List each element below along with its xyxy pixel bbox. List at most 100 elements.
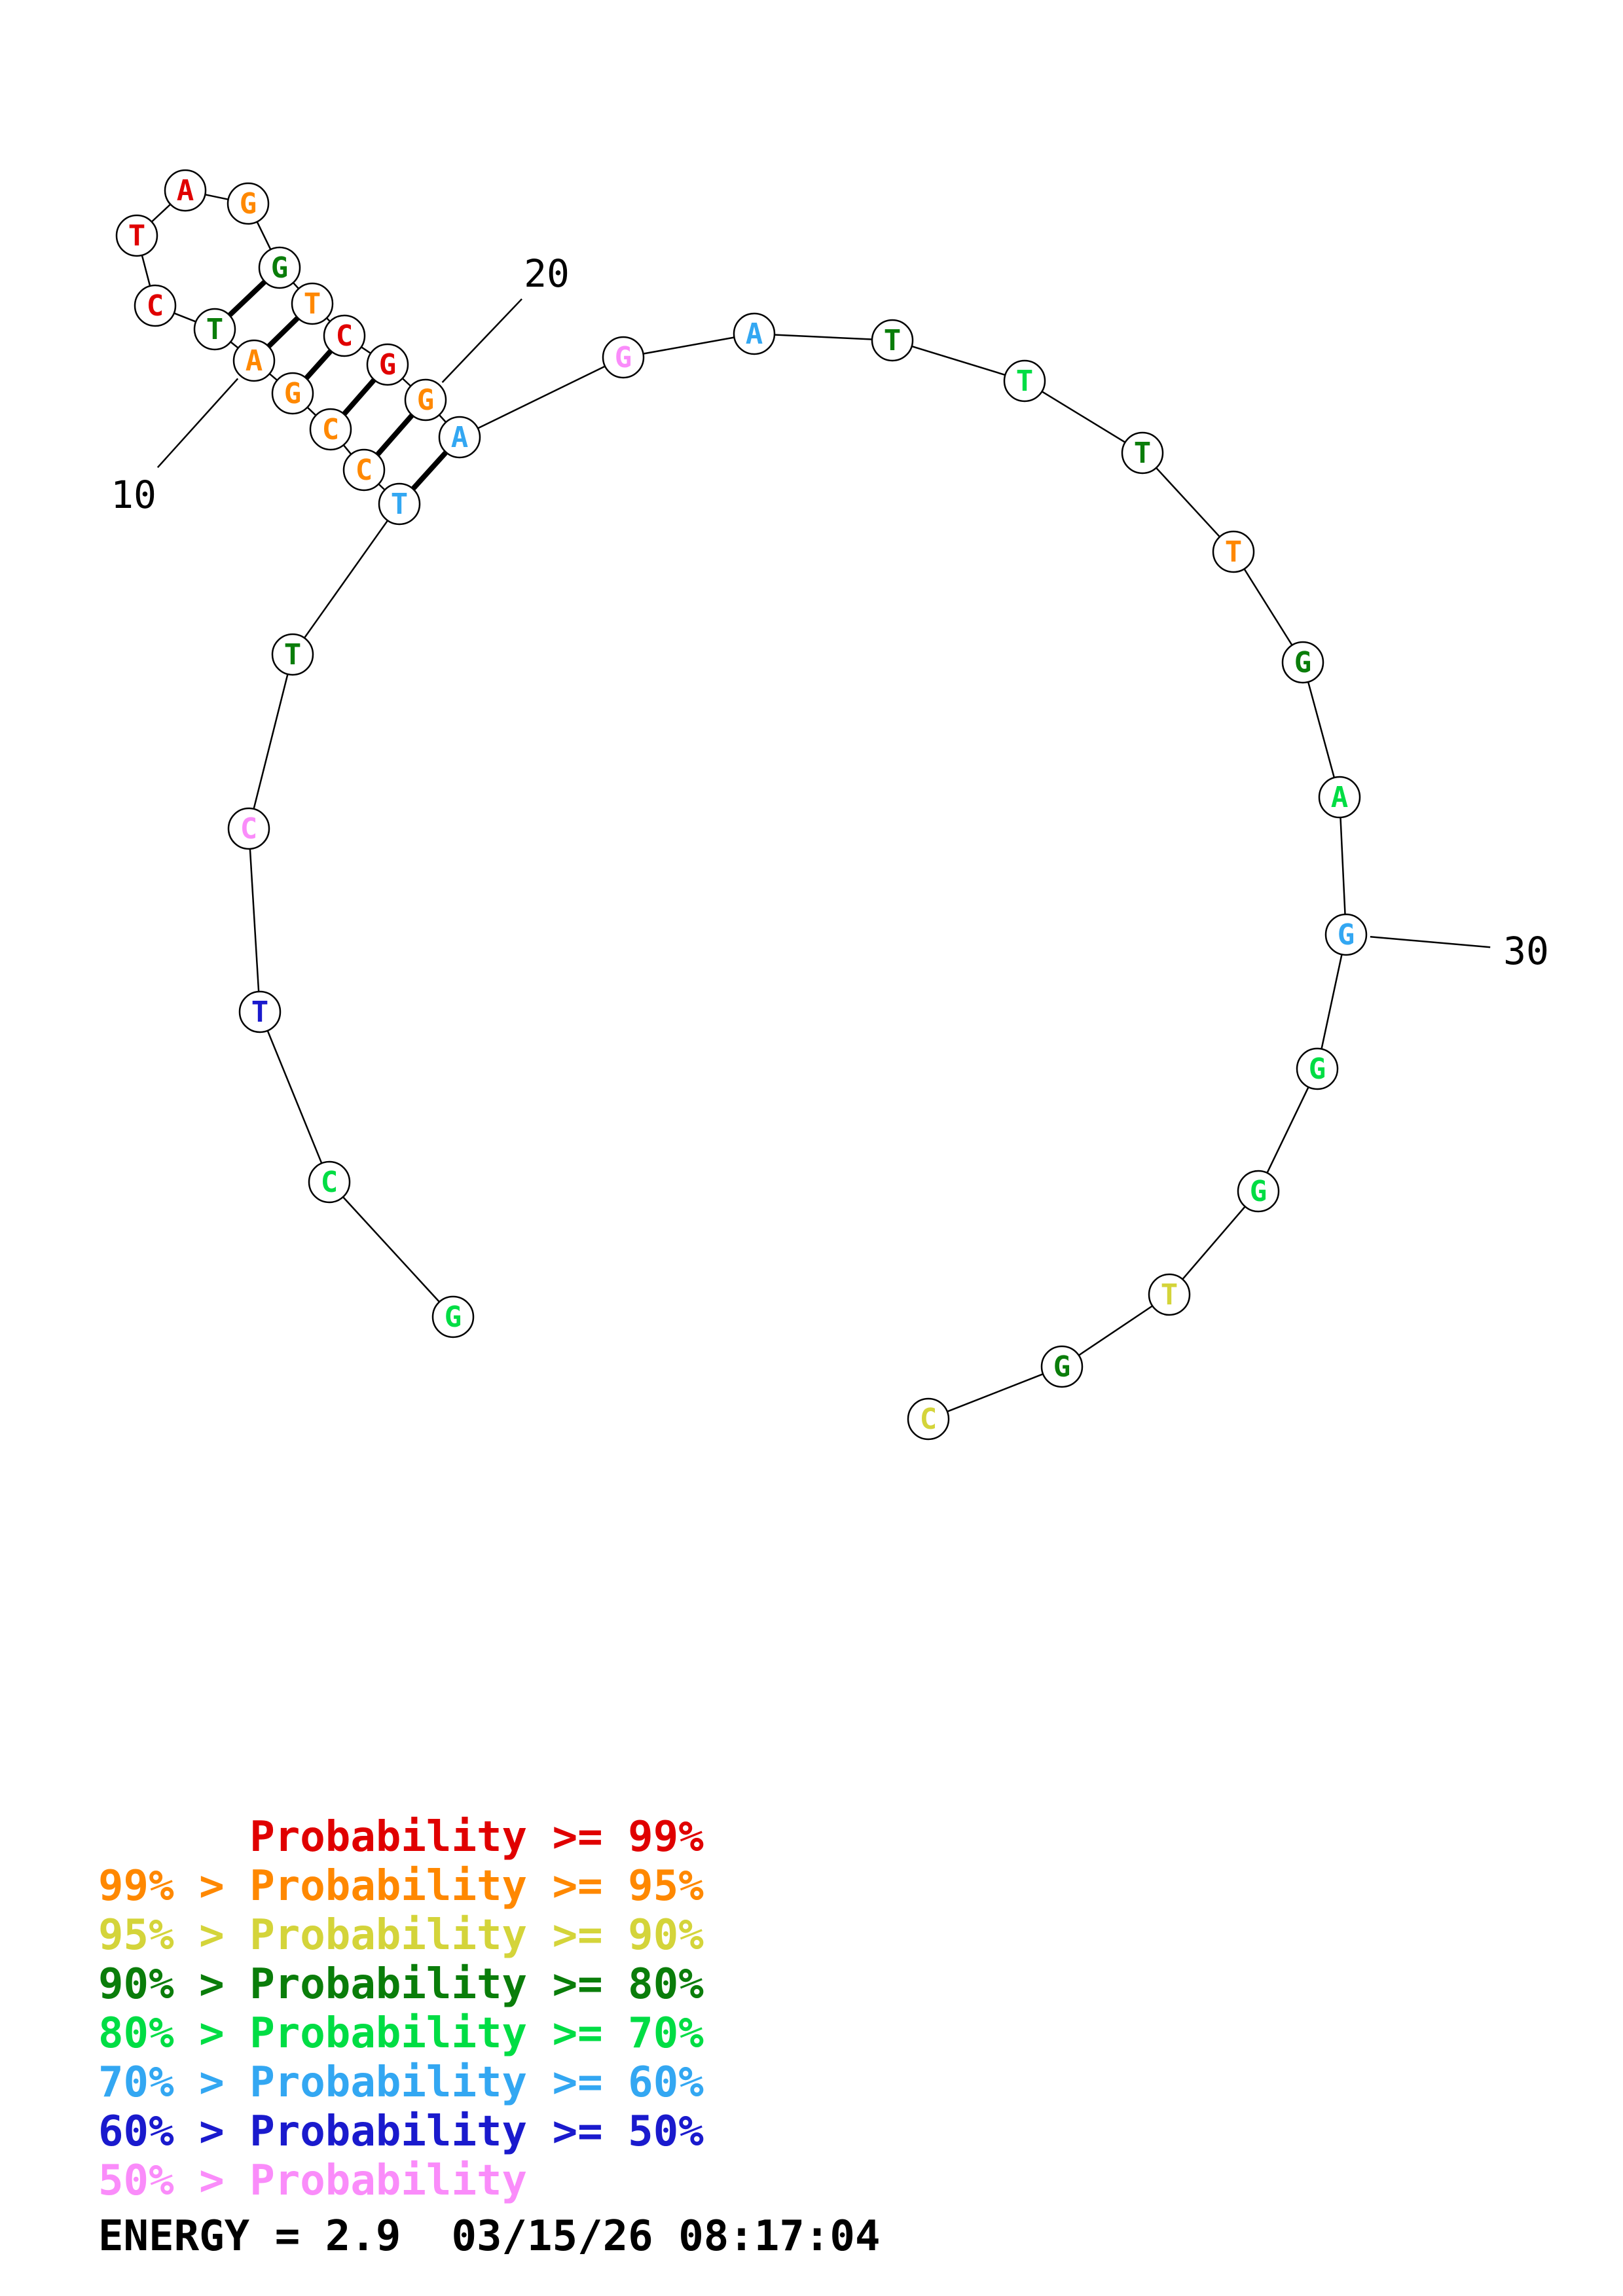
base-letter-20: G — [417, 384, 435, 417]
backbone-line — [1078, 1305, 1153, 1356]
base-circle-16 — [258, 246, 301, 289]
backbone-line — [230, 341, 239, 349]
base-letter-17: T — [304, 287, 321, 321]
base-letter-26: T — [1134, 437, 1152, 470]
backbone-line — [1041, 391, 1126, 443]
backbone-line — [947, 1373, 1044, 1412]
base-circle-1 — [431, 1295, 475, 1338]
backbone-line — [306, 406, 317, 416]
sequence-number-label: 20 — [524, 251, 570, 296]
base-circle-35 — [907, 1397, 950, 1441]
backbone-line — [266, 1030, 323, 1164]
backbone-line — [292, 282, 300, 289]
backbone-line — [1340, 817, 1346, 915]
base-circle-8 — [309, 408, 352, 451]
base-circle-31 — [1296, 1047, 1339, 1090]
legend-item: 80% > Probability >= 70% — [98, 2009, 704, 2058]
base-letter-15: G — [240, 187, 257, 221]
backbone-line — [303, 520, 389, 639]
legend-item: 95% > Probability >= 90% — [98, 1911, 704, 1960]
base-letter-6: T — [391, 488, 409, 521]
base-letter-33: T — [1161, 1278, 1178, 1312]
backbone-line — [249, 848, 260, 992]
backbone-line — [1266, 1086, 1309, 1174]
base-circle-29 — [1318, 776, 1361, 819]
base-letter-32: G — [1250, 1175, 1267, 1208]
label-leader-line — [441, 298, 522, 384]
base-letter-27: T — [1225, 535, 1243, 569]
base-circle-9 — [271, 372, 314, 415]
base-letter-19: G — [379, 348, 397, 382]
base-circle-5 — [271, 633, 314, 676]
base-letter-25: T — [1016, 365, 1034, 398]
backbone-line — [643, 336, 735, 355]
base-letter-35: C — [920, 1403, 938, 1436]
base-circle-19 — [366, 343, 409, 386]
energy-status-line: ENERGY = 2.9 03/15/26 08:17:04 — [98, 2212, 881, 2261]
base-letter-8: C — [322, 413, 340, 446]
backbone-line — [438, 414, 447, 423]
base-circle-6 — [378, 482, 421, 526]
base-letter-34: G — [1053, 1350, 1071, 1384]
label-leader-line — [1370, 935, 1491, 948]
base-letter-5: T — [284, 638, 302, 672]
probability-legend: Probability >= 99% 99% > Probability >= 9… — [98, 1813, 704, 2206]
backbone-line — [911, 345, 1006, 376]
legend-item: 70% > Probability >= 60% — [98, 2058, 704, 2107]
base-circle-25 — [1003, 359, 1046, 403]
backbone-line — [361, 346, 371, 354]
base-letter-13: T — [128, 219, 146, 253]
base-letter-1: G — [445, 1300, 462, 1334]
base-letter-21: A — [451, 421, 469, 454]
backbone-line — [141, 255, 151, 287]
base-letter-7: C — [356, 454, 373, 487]
backbone-line — [253, 673, 289, 810]
backbone-line — [1182, 1206, 1246, 1280]
backbone-line — [1307, 681, 1336, 778]
base-letter-18: C — [336, 319, 354, 353]
legend-item: 99% > Probability >= 95% — [98, 1862, 704, 1910]
legend-item: Probability >= 99% — [98, 1813, 704, 1861]
base-circle-34 — [1040, 1345, 1084, 1388]
base-circle-23 — [733, 312, 776, 355]
backbone-line — [378, 483, 386, 491]
base-circle-30 — [1324, 913, 1368, 956]
base-letter-30: G — [1338, 918, 1355, 952]
backbone-line — [268, 373, 278, 381]
base-circle-21 — [438, 416, 481, 459]
backbone-line — [151, 204, 172, 223]
base-letter-22: G — [615, 341, 632, 374]
basepair-bond — [411, 451, 448, 490]
base-letter-4: C — [240, 812, 258, 846]
base-circle-27 — [1212, 530, 1255, 573]
legend-item: 90% > Probability >= 80% — [98, 1960, 704, 2009]
backbone-line — [1321, 954, 1343, 1049]
base-circle-14 — [164, 169, 207, 212]
base-circle-33 — [1148, 1273, 1191, 1316]
base-circle-15 — [227, 182, 270, 225]
backbone-line — [256, 221, 272, 250]
backbone-line — [342, 444, 352, 455]
basepair-bond — [228, 280, 266, 317]
basepair-bond — [376, 414, 414, 456]
base-circle-26 — [1121, 431, 1164, 475]
backbone-line — [205, 194, 228, 200]
base-circle-7 — [342, 448, 386, 492]
base-circle-12 — [134, 284, 177, 327]
base-circle-10 — [232, 339, 276, 382]
base-letter-10: A — [246, 344, 263, 378]
base-circle-13 — [115, 214, 158, 257]
base-circle-18 — [323, 314, 366, 357]
base-circle-4 — [227, 807, 270, 850]
base-letter-16: G — [271, 251, 289, 285]
backbone-line — [401, 378, 412, 387]
base-circle-20 — [404, 378, 447, 422]
sequence-number-label: 10 — [111, 473, 156, 517]
base-letter-23: A — [746, 317, 763, 351]
base-letter-24: T — [884, 324, 902, 357]
base-letter-11: T — [206, 313, 224, 346]
base-letter-3: T — [251, 996, 269, 1029]
base-circle-24 — [871, 319, 914, 362]
backbone-line — [1243, 568, 1293, 646]
